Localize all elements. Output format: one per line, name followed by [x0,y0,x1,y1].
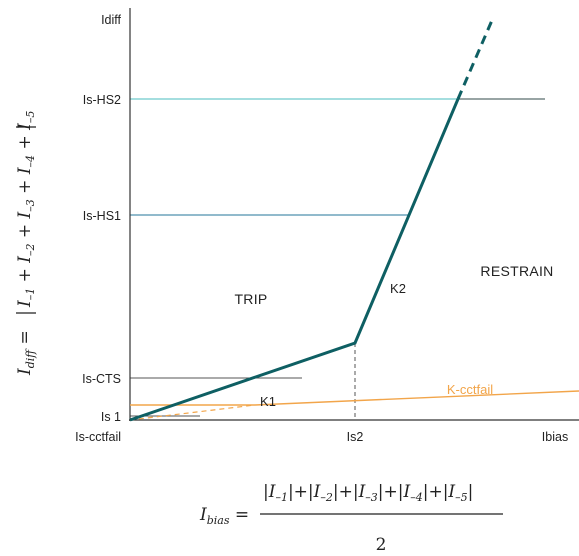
ibias-denominator: 2 [376,535,387,555]
tick-label-is-hs1: Is-HS1 [83,209,121,223]
idiff-sum: I–1 + I–2 + I–3 + I–4 + I–5 [15,111,37,308]
k-cctfail-label: K-cctfail [447,382,493,397]
main-bias-curve [129,98,460,422]
idiff-lhs: Idiff = [15,330,37,376]
tick-label-is-1: Is 1 [101,410,121,424]
tick-label-is2: Is2 [347,430,364,444]
ibias-numerator: |I–1|+|I–2|+|I–3|+|I–4|+|I–5| [263,482,473,504]
trip-region-label: TRIP [234,291,267,307]
k1-label: K1 [260,394,276,409]
tick-label-is-hs2: Is-HS2 [83,93,121,107]
cctfail-dashed-origin [129,404,256,421]
idiff-formula: Idiff = I–1 + I–2 + I–3 + I–4 + I–5 [15,111,37,376]
main-curve-extension [456,17,495,100]
ibias-lhs: Ibias = [199,505,249,527]
cctfail-slope-segment [254,390,579,406]
k2-label: K2 [390,281,406,296]
y-axis-title: Idiff [101,13,121,27]
restrain-region-label: RESTRAIN [480,263,553,279]
ibias-formula: Ibias = |I–1|+|I–2|+|I–3|+|I–4|+|I–5| 2 [199,482,503,555]
tick-label-is-cctfail: Is-cctfail [75,430,121,444]
x-axis-title: Ibias [542,430,568,444]
tick-label-is-cts: Is-CTS [82,372,121,386]
